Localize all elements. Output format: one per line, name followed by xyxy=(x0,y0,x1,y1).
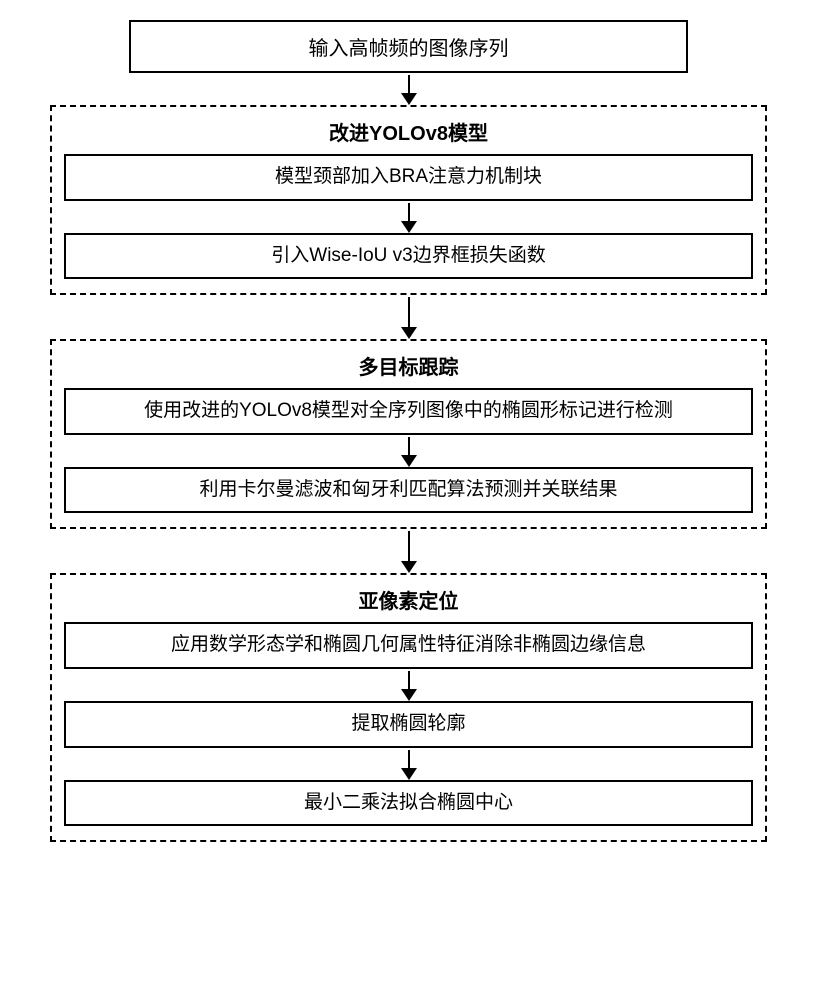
yolov8-step1-text: 模型颈部加入BRA注意力机制块 xyxy=(275,166,542,187)
subpixel-step1-text: 应用数学形态学和椭圆几何属性特征消除非椭圆边缘信息 xyxy=(171,634,646,655)
tracking-step2-text: 利用卡尔曼滤波和匈牙利匹配算法预测并关联结果 xyxy=(199,479,617,500)
section-tracking: 多目标跟踪 使用改进的YOLOv8模型对全序列图像中的椭圆形标记进行检测 利用卡… xyxy=(50,339,767,529)
section-subpixel: 亚像素定位 应用数学形态学和椭圆几何属性特征消除非椭圆边缘信息 提取椭圆轮廓 最… xyxy=(50,573,767,842)
section-yolov8-title: 改进YOLOv8模型 xyxy=(329,117,488,146)
tracking-step1-text: 使用改进的YOLOv8模型对全序列图像中的椭圆形标记进行检测 xyxy=(144,400,673,421)
arrow-connector xyxy=(401,75,417,105)
arrow-connector xyxy=(401,203,417,233)
arrow-connector xyxy=(401,671,417,701)
section-tracking-title: 多目标跟踪 xyxy=(359,351,459,380)
arrow-connector xyxy=(401,531,417,573)
tracking-step2: 利用卡尔曼滤波和匈牙利匹配算法预测并关联结果 xyxy=(64,467,753,514)
yolov8-step2: 引入Wise-IoU v3边界框损失函数 xyxy=(64,233,753,280)
input-box-text: 输入高帧频的图像序列 xyxy=(309,38,509,60)
input-box: 输入高帧频的图像序列 xyxy=(129,20,688,73)
flowchart-container: 输入高帧频的图像序列 改进YOLOv8模型 模型颈部加入BRA注意力机制块 引入… xyxy=(50,20,767,842)
subpixel-step3: 最小二乘法拟合椭圆中心 xyxy=(64,780,753,827)
yolov8-step1: 模型颈部加入BRA注意力机制块 xyxy=(64,154,753,201)
arrow-connector xyxy=(401,297,417,339)
arrow-connector xyxy=(401,750,417,780)
section-yolov8: 改进YOLOv8模型 模型颈部加入BRA注意力机制块 引入Wise-IoU v3… xyxy=(50,105,767,295)
subpixel-step2: 提取椭圆轮廓 xyxy=(64,701,753,748)
yolov8-step2-text: 引入Wise-IoU v3边界框损失函数 xyxy=(271,245,545,266)
tracking-step1: 使用改进的YOLOv8模型对全序列图像中的椭圆形标记进行检测 xyxy=(64,388,753,435)
subpixel-step2-text: 提取椭圆轮廓 xyxy=(351,713,465,734)
arrow-connector xyxy=(401,437,417,467)
subpixel-step1: 应用数学形态学和椭圆几何属性特征消除非椭圆边缘信息 xyxy=(64,622,753,669)
section-subpixel-title: 亚像素定位 xyxy=(359,585,459,614)
subpixel-step3-text: 最小二乘法拟合椭圆中心 xyxy=(304,792,513,813)
